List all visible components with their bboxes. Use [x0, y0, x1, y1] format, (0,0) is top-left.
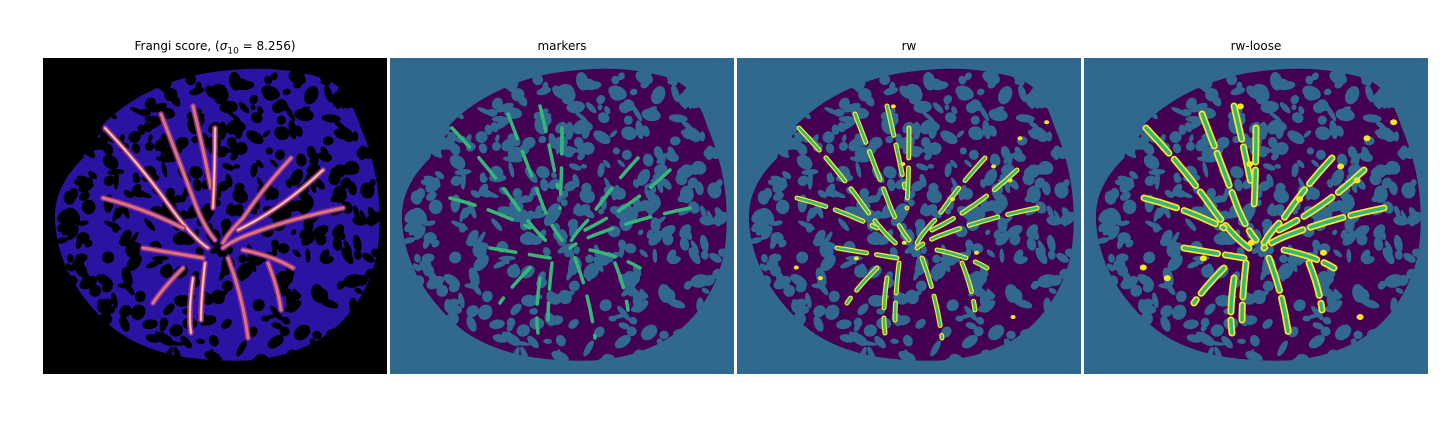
- rw-speck: [1007, 178, 1013, 183]
- rw-loose-image: [1084, 58, 1428, 374]
- rw-speck: [1353, 177, 1361, 184]
- title-frangi-rest: = 8.256): [238, 39, 296, 53]
- title-frangi-sigma: σ: [219, 39, 228, 53]
- rw-image-panel: [737, 58, 1081, 374]
- rw-loose-image-panel: [1084, 58, 1428, 374]
- frangi-image-panel: [43, 58, 387, 374]
- panel-title-frangi: Frangi score, (σ10 = 8.256): [43, 39, 387, 57]
- vessel-overlay: [1139, 102, 1398, 346]
- title-frangi-text: Frangi score, (: [134, 39, 220, 53]
- markers-image-panel: [390, 58, 734, 374]
- rw-speck: [1320, 249, 1328, 256]
- rw-speck: [1356, 314, 1364, 321]
- rw-speck: [1247, 239, 1255, 246]
- rw-speck: [950, 197, 956, 202]
- rw-speck: [817, 276, 823, 281]
- title-frangi-sub: 10: [227, 46, 239, 57]
- vessel-overlay: [793, 103, 1050, 345]
- rw-speck: [1337, 163, 1345, 170]
- rw-speck: [900, 162, 906, 167]
- vessel-overlay: [448, 104, 692, 340]
- rw-speck: [1044, 120, 1050, 125]
- rw-speck: [1363, 135, 1371, 142]
- panel-title-rw-loose: rw-loose: [1230, 39, 1282, 53]
- vessel-overlay: [100, 103, 346, 341]
- rw-speck: [991, 164, 997, 169]
- rw-speck: [1236, 103, 1244, 110]
- rw-speck: [1017, 136, 1023, 141]
- rw-speck: [853, 256, 859, 261]
- panel-title-markers: markers: [537, 39, 587, 53]
- rw-speck: [1246, 161, 1254, 168]
- rw-speck: [890, 104, 896, 109]
- rw-speck: [901, 240, 907, 245]
- rw-image: [737, 58, 1081, 374]
- rw-speck: [1390, 119, 1398, 126]
- frangi-image: [43, 58, 387, 374]
- rw-speck: [1199, 255, 1207, 262]
- panel-title-rw: rw: [901, 39, 917, 53]
- markers-image: [390, 58, 734, 374]
- rw-speck: [1296, 196, 1304, 203]
- rw-speck: [974, 250, 980, 255]
- rw-speck: [793, 265, 799, 270]
- rw-speck: [1010, 315, 1016, 320]
- rw-speck: [1139, 264, 1147, 271]
- rw-speck: [1163, 275, 1171, 282]
